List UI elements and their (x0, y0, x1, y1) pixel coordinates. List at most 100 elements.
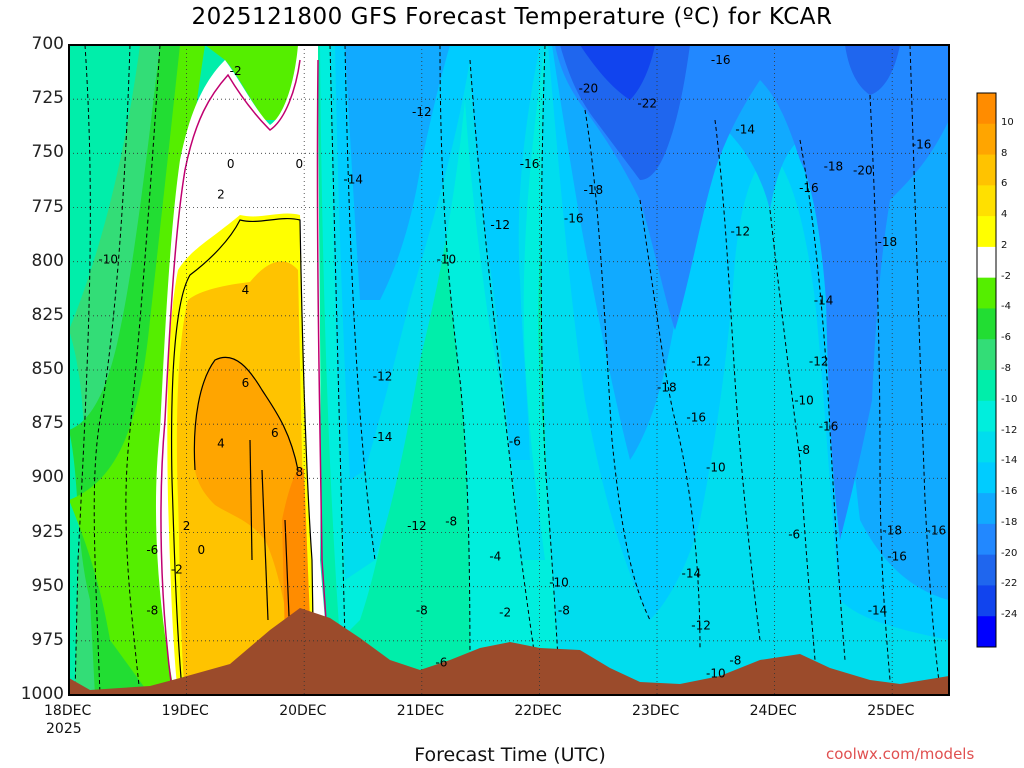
colorbar-swatch (977, 154, 996, 186)
band-warm-west-green (205, 45, 300, 120)
contour-label: -18 (824, 159, 844, 173)
contour-label: -10 (436, 253, 456, 267)
colorbar-swatch (977, 216, 996, 248)
contour-label: -18 (657, 380, 677, 394)
contour-label: -6 (435, 656, 447, 670)
chart-title: 2025121800 GFS Forecast Temperature (ºC)… (191, 4, 833, 30)
contour-label: -10 (98, 253, 118, 267)
contour-zero (160, 59, 327, 691)
contour-label: -16 (520, 157, 540, 171)
colorbar-swatch (977, 523, 996, 556)
contour-label: -2 (230, 64, 242, 78)
contour-label: -16 (711, 53, 731, 67)
contour-label: 8 (295, 465, 303, 479)
y-tick-label: 750 (31, 142, 64, 163)
colorbar-swatch (977, 431, 996, 463)
contour-label: 0 (227, 157, 235, 171)
x-tick-label: 25DEC (867, 703, 915, 719)
contour-label: -14 (681, 567, 701, 581)
contour-label: 0 (295, 157, 303, 171)
colorbar-tick-label: 2 (1001, 239, 1008, 251)
y-tick-label: 825 (31, 304, 64, 325)
colorbar-tick-label: -6 (1001, 332, 1011, 344)
contour-label: 6 (271, 426, 279, 440)
contour-label: -16 (564, 211, 584, 225)
x-tick-label: 18DEC (44, 703, 92, 719)
credit-link[interactable]: coolwx.com/models (826, 745, 975, 763)
colorbar-swatch (977, 308, 996, 340)
y-tick-label: 800 (31, 250, 64, 271)
colorbar-swatch (977, 585, 996, 617)
contour-label: 4 (217, 437, 225, 451)
y-tick-label: 925 (31, 521, 64, 542)
contour-label: -8 (798, 443, 810, 457)
colorbar-tick-label: -4 (1001, 301, 1011, 313)
contour-label: -14 (373, 430, 393, 444)
contour-label: -16 (926, 523, 946, 537)
y-tick-label: 700 (31, 34, 64, 54)
colorbar-swatch (977, 123, 996, 156)
contour-label: -4 (489, 549, 501, 563)
colorbar-swatch (977, 185, 996, 217)
x-tick-label: 21DEC (396, 703, 445, 719)
contour-label: -16 (799, 181, 819, 195)
colorbar-swatch (977, 616, 996, 648)
contour-label: -22 (637, 97, 657, 111)
contour-label: -12 (412, 105, 432, 119)
colorbar-swatch (977, 462, 996, 494)
band-minus4-west (69, 45, 205, 695)
contour-label: -8 (416, 604, 428, 618)
colorbar-tick-label: -18 (1001, 516, 1018, 528)
contour-label: -6 (146, 543, 158, 557)
colorbar-tick-label: -16 (1001, 486, 1018, 498)
contour-label: -16 (819, 419, 839, 433)
y-tick-label: 975 (31, 629, 64, 650)
contour-label: -12 (407, 519, 427, 533)
x-tick-label: 24DEC (749, 703, 797, 719)
contour-label: -6 (509, 435, 521, 449)
colorbar-swatch (977, 277, 996, 309)
contour-label: -16 (912, 138, 932, 152)
contour-label: -10 (706, 461, 726, 475)
contour-label: -12 (809, 354, 829, 368)
contour-label: -6 (788, 528, 800, 542)
contour-label: -10 (549, 575, 569, 589)
y-tick-label: 950 (31, 575, 64, 596)
contour-label: -12 (373, 370, 393, 384)
colorbar (976, 92, 997, 648)
colorbar-tick-label: 6 (1001, 178, 1008, 190)
x-axis-label: Forecast Time (UTC) (414, 744, 606, 766)
y-tick-label: 775 (31, 196, 64, 217)
x-tick-label: 22DEC (514, 703, 562, 719)
contour-label: -14 (868, 604, 888, 618)
contour-label: -2 (171, 562, 183, 576)
colorbar-swatch (977, 400, 996, 433)
contour-label: -12 (691, 354, 711, 368)
colorbar-swatch (977, 339, 996, 371)
contour-label: -18 (877, 235, 897, 249)
contour-label: -10 (794, 393, 814, 407)
contour-label: -20 (853, 164, 873, 178)
contour-label: -12 (490, 218, 510, 232)
contour-label: 2 (183, 519, 191, 533)
band-dark-orange (282, 467, 310, 640)
contour-label: -12 (691, 619, 711, 633)
contour-label: -2 (499, 606, 511, 620)
band-minus24-east (580, 45, 655, 100)
contour-label: -8 (558, 604, 570, 618)
contour-label: -16 (686, 411, 706, 425)
contour-label: -12 (730, 224, 750, 238)
contour-label: -14 (343, 172, 363, 186)
colorbar-tick-label: -14 (1001, 455, 1018, 467)
band-orange (194, 357, 302, 640)
contour-labels: -20 024646820-2-6-8-10-14-12-12-14-10-12-… (98, 53, 946, 680)
contour-label: -10 (706, 666, 726, 680)
x-tick-label: 19DEC (161, 703, 209, 719)
colorbar-tick-label: -12 (1001, 424, 1018, 436)
y-tick-label: 875 (31, 413, 64, 434)
colorbar-swatch (977, 246, 996, 279)
colorbar-frame (976, 92, 997, 648)
colorbar-tick-label: -8 (1001, 363, 1011, 374)
contour-label: 0 (197, 543, 205, 557)
colorbar-swatch (977, 554, 996, 586)
